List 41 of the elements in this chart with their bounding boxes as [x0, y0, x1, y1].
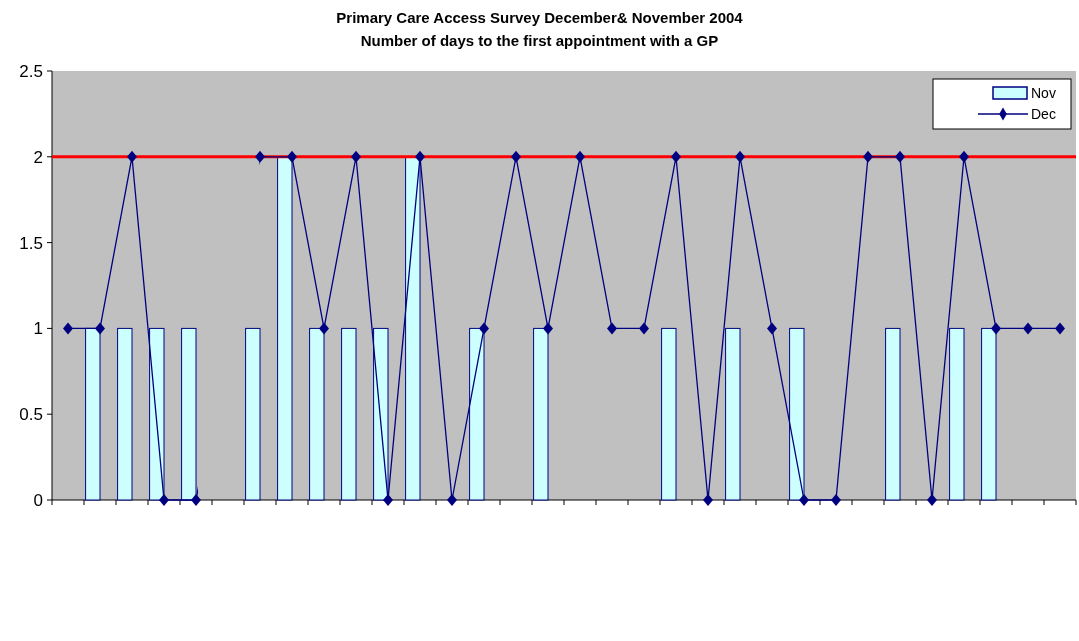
point	[959, 150, 969, 163]
point	[479, 322, 489, 335]
point	[639, 322, 649, 335]
point	[287, 150, 297, 163]
point	[671, 150, 681, 163]
y-tick-label: 0	[33, 490, 43, 510]
point	[1023, 322, 1033, 335]
point	[255, 150, 265, 163]
y-tick-label: 2	[33, 147, 43, 167]
point	[895, 150, 905, 163]
point	[1055, 322, 1065, 335]
point	[927, 494, 937, 506]
point	[351, 150, 361, 163]
y-tick-label: 1	[33, 319, 43, 339]
point	[735, 150, 745, 163]
point	[447, 494, 457, 506]
point	[703, 494, 713, 506]
point	[159, 494, 169, 506]
point	[799, 494, 809, 506]
y-tick-label: 2.5	[19, 61, 43, 81]
point	[127, 150, 137, 163]
point	[767, 322, 777, 335]
legend-label: Dec	[1031, 105, 1056, 122]
point	[575, 150, 585, 163]
point	[831, 494, 841, 506]
y-tick-label: 1.5	[19, 233, 43, 253]
point	[991, 322, 1001, 335]
point	[863, 150, 873, 163]
point	[543, 322, 553, 335]
point	[383, 494, 393, 506]
point	[415, 150, 425, 163]
point	[191, 494, 201, 506]
legend-label: Nov	[1031, 84, 1056, 101]
chart-title: Primary Care Access Survey December& November 2004	[336, 9, 744, 26]
chart-subtitle: Number of days to the first appointment with a GP	[360, 32, 719, 49]
point	[607, 322, 617, 335]
point	[511, 150, 521, 163]
point	[319, 322, 329, 335]
point	[63, 322, 73, 335]
point	[95, 322, 105, 335]
y-tick-label: 0.5	[19, 405, 43, 425]
